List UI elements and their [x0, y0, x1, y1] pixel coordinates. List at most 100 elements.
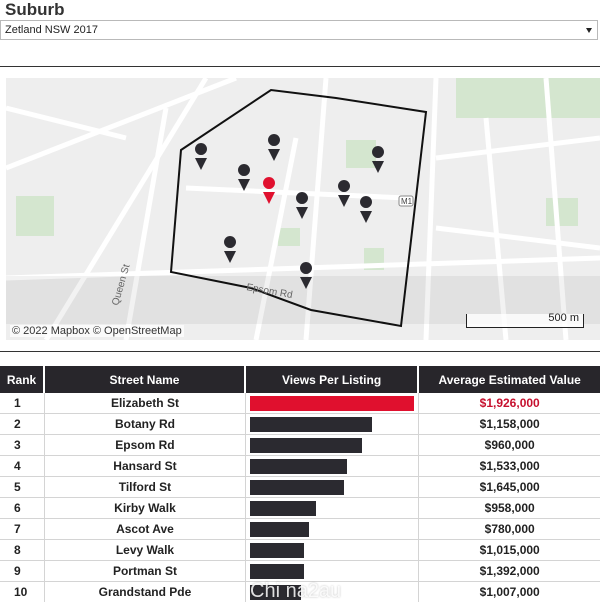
park-area: [346, 140, 376, 168]
value-cell: $1,533,000: [419, 456, 600, 477]
value-cell: $958,000: [419, 498, 600, 519]
column-header-views: Views Per Listing: [245, 366, 420, 393]
table-row: 9 Portman St $1,392,000: [0, 561, 600, 582]
rank-cell: 10: [0, 582, 46, 602]
street-name-cell: Elizabeth St: [45, 393, 246, 414]
rank-cell: 2: [0, 414, 46, 435]
park-area: [546, 198, 578, 226]
street-name-cell: Kirby Walk: [45, 498, 246, 519]
map-attribution[interactable]: © 2022 Mapbox © OpenStreetMap: [10, 325, 184, 337]
map-pin-icon[interactable]: [238, 164, 251, 191]
map-road: [435, 225, 600, 251]
map-pin-icon[interactable]: [195, 143, 208, 170]
map-pin-highlight-icon[interactable]: [263, 177, 276, 204]
suburb-boundary: [169, 88, 428, 328]
street-name-cell: Portman St: [45, 561, 246, 582]
views-cell: [245, 435, 420, 456]
map-pin-icon[interactable]: [268, 134, 281, 161]
views-bar: [249, 458, 347, 474]
suburb-title: Suburb: [5, 0, 65, 19]
views-cell: [245, 477, 420, 498]
map-canvas: Queen St Epsom Rd M1: [6, 78, 600, 340]
views-cell: [245, 414, 420, 435]
value-cell: $1,392,000: [419, 561, 600, 582]
street-name-cell: Epsom Rd: [45, 435, 246, 456]
views-cell: [245, 393, 420, 414]
suburb-select-value: Zetland NSW 2017: [5, 24, 98, 36]
map-pin-icon[interactable]: [224, 236, 237, 263]
map[interactable]: Queen St Epsom Rd M1 © 2022 Mapbox © Ope…: [6, 78, 600, 340]
park-area: [456, 78, 600, 118]
map-road: [543, 78, 569, 340]
rank-cell: 9: [0, 561, 46, 582]
map-pin-icon[interactable]: [338, 180, 351, 207]
map-pin-icon[interactable]: [372, 146, 385, 173]
table-row: 3 Epsom Rd $960,000: [0, 435, 600, 456]
value-cell: $960,000: [419, 435, 600, 456]
value-cell: $1,645,000: [419, 477, 600, 498]
table-header-row: Rank Street Name Views Per Listing Avera…: [0, 366, 600, 393]
views-bar: [249, 395, 415, 411]
column-header-rank: Rank: [0, 366, 46, 393]
map-road: [423, 78, 439, 340]
value-cell: $1,015,000: [419, 540, 600, 561]
suburb-select[interactable]: Zetland NSW 2017: [0, 20, 598, 40]
value-cell: $1,158,000: [419, 414, 600, 435]
value-cell: $1,926,000: [419, 393, 600, 414]
rank-cell: 5: [0, 477, 46, 498]
rank-cell: 6: [0, 498, 46, 519]
table-row: 5 Tilford St $1,645,000: [0, 477, 600, 498]
column-header-value: Average Estimated Value: [419, 366, 600, 393]
rank-cell: 4: [0, 456, 46, 477]
map-road: [435, 135, 600, 161]
street-name-cell: Botany Rd: [45, 414, 246, 435]
scale-bar-label: 500 m: [548, 312, 579, 324]
views-cell: [245, 456, 420, 477]
views-bar: [249, 584, 301, 600]
rank-cell: 1: [0, 393, 46, 414]
table-row: 6 Kirby Walk $958,000: [0, 498, 600, 519]
views-bar: [249, 416, 372, 432]
views-bar: [249, 521, 310, 537]
views-cell: [245, 540, 420, 561]
views-cell: [245, 561, 420, 582]
map-road: [6, 105, 127, 141]
map-pin-icon[interactable]: [300, 262, 313, 289]
street-name-cell: Ascot Ave: [45, 519, 246, 540]
map-road: [303, 78, 329, 340]
chevron-down-icon[interactable]: [586, 28, 592, 33]
value-cell: $1,007,000: [419, 582, 600, 602]
table-row: 2 Botany Rd $1,158,000: [0, 414, 600, 435]
watermark: Chi na2au: [250, 580, 342, 602]
views-cell: [246, 582, 420, 602]
street-name-cell: Grandstand Pde: [45, 582, 246, 602]
map-road: [483, 117, 509, 340]
street-name-cell: Tilford St: [45, 477, 246, 498]
table-row: 4 Hansard St $1,533,000: [0, 456, 600, 477]
map-pin-icon[interactable]: [360, 196, 373, 223]
value-cell: $780,000: [419, 519, 600, 540]
park-area: [16, 196, 54, 236]
map-road: [185, 185, 407, 201]
table-row: 8 Levy Walk $1,015,000: [0, 540, 600, 561]
park-area: [278, 228, 300, 246]
views-cell: [245, 498, 420, 519]
map-pins: [195, 134, 385, 289]
views-bar: [249, 542, 305, 558]
map-road: [43, 78, 209, 340]
scale-bar: 500 m: [466, 312, 584, 328]
street-name-cell: Hansard St: [45, 456, 246, 477]
map-pin-icon[interactable]: [296, 192, 309, 219]
views-bar: [249, 479, 344, 495]
views-bar: [249, 437, 362, 453]
road-badge-icon: [398, 195, 414, 207]
divider: [0, 351, 600, 352]
road-badge-label: M1: [401, 197, 413, 206]
rank-cell: 3: [0, 435, 46, 456]
map-road: [123, 107, 169, 340]
views-cell: [245, 519, 420, 540]
divider: [0, 66, 600, 67]
table-row: 10 Grandstand Pde $1,007,000: [0, 582, 600, 602]
views-bar: [249, 500, 316, 516]
rank-cell: 7: [0, 519, 46, 540]
